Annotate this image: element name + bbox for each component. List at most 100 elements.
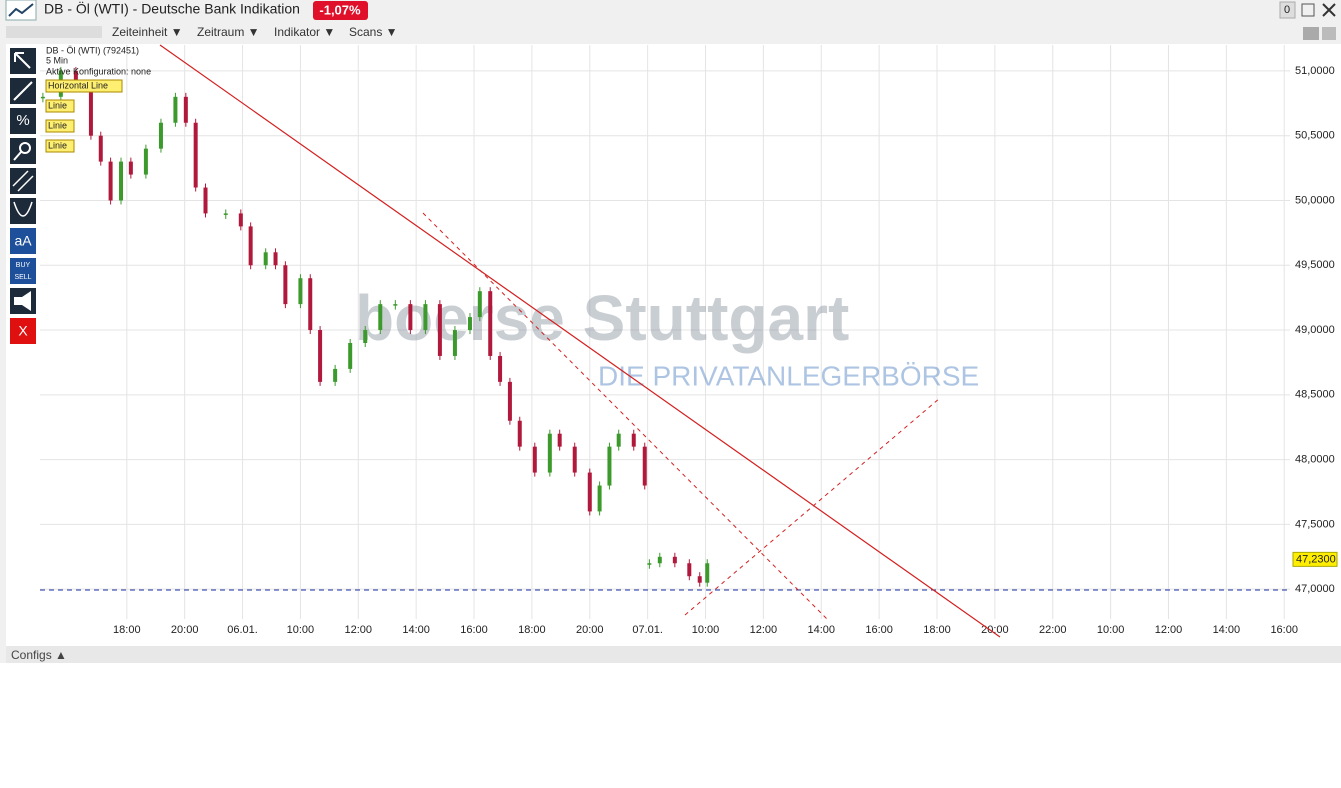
candle: [547, 433, 552, 473]
toolbar: % aA BUY SELL X: [10, 48, 36, 344]
y-tick-label: 47,0000: [1295, 583, 1335, 595]
tool-label: SELL: [14, 274, 31, 281]
candle: [348, 343, 353, 369]
candle: [393, 304, 398, 306]
candle: [98, 135, 103, 162]
menu-item[interactable]: Scans ▼: [349, 25, 398, 39]
x-tick-label: 10:00: [1097, 624, 1125, 636]
candle: [488, 291, 493, 356]
drawing-tag[interactable]: [45, 119, 75, 133]
x-tick-label: 16:00: [460, 624, 488, 636]
counter-box[interactable]: [1279, 1, 1296, 19]
change-badge: [313, 1, 368, 20]
x-tick-label: 20:00: [171, 624, 199, 636]
candle: [408, 304, 413, 331]
drawing-tag[interactable]: [45, 99, 75, 113]
y-tick-label: 50,0000: [1295, 194, 1335, 206]
x-tick-label: 14:00: [807, 624, 835, 636]
y-tick-label: 48,0000: [1295, 454, 1335, 466]
tool-percent[interactable]: [10, 108, 36, 134]
candle: [363, 330, 368, 343]
watermark-tagline: DIE PRIVATANLEGERBÖRSE: [598, 360, 979, 391]
tool-icon: [12, 170, 34, 192]
tool-label: aA: [14, 233, 32, 249]
change: -1,07%: [319, 2, 361, 17]
menu-item[interactable]: Indikator ▼: [274, 25, 335, 39]
app: DB - Öl (WTI) - Deutsche Bank Indikation…: [0, 0, 1341, 663]
candle: [223, 213, 228, 215]
candle: [597, 485, 602, 512]
y-tick-label: 50,5000: [1295, 130, 1335, 142]
candle: [318, 330, 323, 382]
candle: [108, 161, 113, 201]
candle: [437, 304, 442, 356]
configs-toggle[interactable]: Configs ▲: [11, 648, 67, 662]
tool-icon: [13, 201, 33, 217]
menu-item[interactable]: Zeiteinheit ▼: [112, 25, 183, 39]
footer: [6, 646, 1341, 663]
candle: [128, 161, 133, 175]
tool-icon: [14, 291, 31, 311]
candle: [657, 556, 662, 564]
watermark-logo: boerse Stuttgart: [355, 282, 849, 354]
tool-channel[interactable]: [10, 168, 36, 194]
candle: [73, 70, 78, 84]
chart-info: DB - Öl (WTI) (792451): [46, 45, 139, 55]
candle: [647, 563, 652, 565]
chart-info: Aktive Konfiguration: none: [46, 66, 151, 76]
candle: [248, 226, 253, 266]
x-tick-label: 20:00: [981, 624, 1009, 636]
drawing-label: Linie: [48, 100, 67, 110]
drawing-label: Linie: [48, 120, 67, 130]
close[interactable]: [1322, 3, 1336, 17]
maximize[interactable]: [1301, 3, 1315, 17]
last-price-tag: [1292, 551, 1338, 567]
candle: [283, 265, 288, 305]
candle: [557, 433, 562, 447]
drawing-label: Horizontal Line: [48, 80, 108, 90]
trend-line-drawing[interactable]: [159, 44, 1001, 638]
candle: [378, 304, 383, 331]
x-tick-label: 20:00: [576, 624, 604, 636]
tool-zoom[interactable]: [10, 138, 36, 164]
candle: [308, 278, 313, 331]
window-title: DB - Öl (WTI) - Deutsche Bank Indikation: [44, 0, 300, 17]
open-icon[interactable]: [1303, 27, 1319, 40]
counter: 0: [1284, 4, 1290, 16]
x-tick-label: 22:00: [1039, 624, 1067, 636]
candle: [119, 161, 124, 201]
tool-text[interactable]: [10, 228, 36, 254]
candle: [88, 83, 93, 136]
candle: [697, 576, 702, 583]
y-tick-label: 49,0000: [1295, 324, 1335, 336]
y-tick-label: 49,5000: [1295, 259, 1335, 271]
x-tick-label: 16:00: [865, 624, 893, 636]
x-tick-label: 12:00: [750, 624, 778, 636]
menu-item[interactable]: Zeitraum ▼: [197, 25, 260, 39]
watermark: boerse Stuttgart DIE PRIVATANLEGERBÖRSE: [355, 282, 979, 391]
drawing-tag[interactable]: [45, 79, 123, 93]
app-icon[interactable]: [5, 0, 37, 21]
candle: [467, 317, 472, 331]
x-tick-label: 18:00: [113, 624, 141, 636]
app-icon-graph: [8, 3, 34, 17]
drawing-tag[interactable]: [45, 139, 75, 153]
search-field[interactable]: [6, 26, 102, 38]
candle: [173, 96, 178, 123]
candle: [507, 381, 512, 421]
candle: [587, 472, 592, 512]
tool-icon: [14, 52, 31, 69]
x-tick-label: 10:00: [692, 624, 720, 636]
tool-delete[interactable]: [10, 318, 36, 344]
tool-buy-sell[interactable]: [10, 258, 36, 284]
candle: [238, 213, 243, 227]
candle: [263, 252, 268, 266]
x-tick-label: 18:00: [923, 624, 951, 636]
save-icon[interactable]: [1322, 27, 1336, 40]
last-price: 47,2300: [1296, 553, 1336, 565]
candle: [705, 563, 710, 583]
candle: [298, 278, 303, 305]
tool-curve[interactable]: [10, 198, 36, 224]
drawing-label: Linie: [48, 140, 67, 150]
